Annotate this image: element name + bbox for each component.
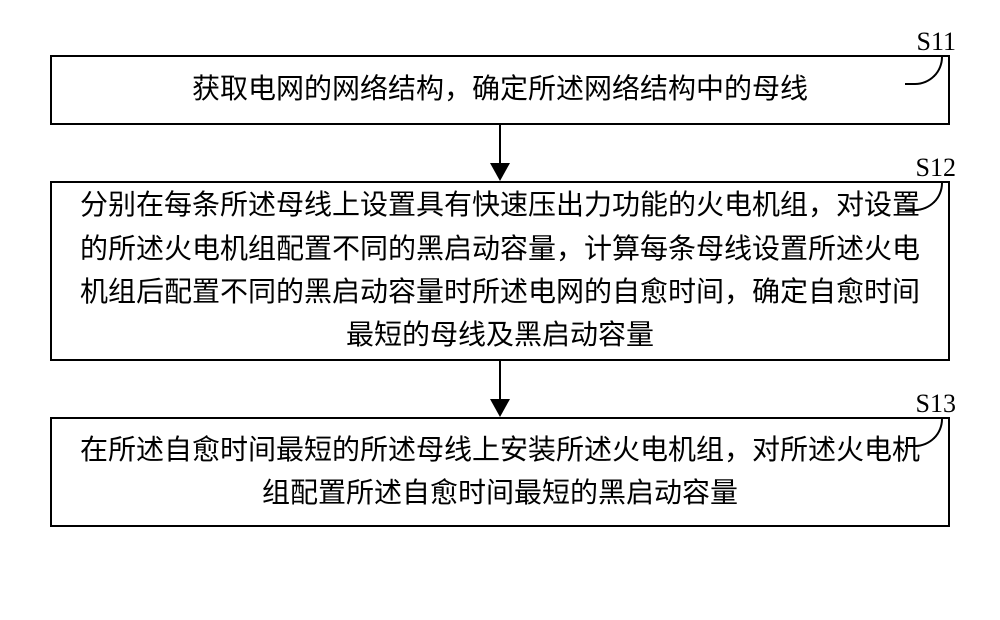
step-label-s12: S12 xyxy=(916,153,956,183)
flowchart-container: S11 获取电网的网络结构，确定所述网络结构中的母线 S12 分别在每条所述母线… xyxy=(50,25,950,527)
step-label-s11: S11 xyxy=(917,27,957,57)
arrow-s11-s12 xyxy=(50,125,950,181)
node-text-s13: 在所述自愈时间最短的所述母线上安装所述火电机组，对所述火电机组配置所述自愈时间最… xyxy=(52,419,948,526)
flow-node-s13: S13 在所述自愈时间最短的所述母线上安装所述火电机组，对所述火电机组配置所述自… xyxy=(50,417,950,527)
arrow-line xyxy=(499,125,501,165)
step-label-s13: S13 xyxy=(916,389,956,419)
node-text-s11: 获取电网的网络结构，确定所述网络结构中的母线 xyxy=(172,58,828,121)
arrow-s12-s13 xyxy=(50,361,950,417)
flow-node-s12: S12 分别在每条所述母线上设置具有快速压出力功能的火电机组，对设置的所述火电机… xyxy=(50,181,950,361)
flow-node-s11: S11 获取电网的网络结构，确定所述网络结构中的母线 xyxy=(50,55,950,125)
leader-line xyxy=(905,55,943,85)
arrow-head-icon xyxy=(490,399,510,417)
node-text-s12: 分别在每条所述母线上设置具有快速压出力功能的火电机组，对设置的所述火电机组配置不… xyxy=(52,174,948,368)
arrow-line xyxy=(499,361,501,401)
